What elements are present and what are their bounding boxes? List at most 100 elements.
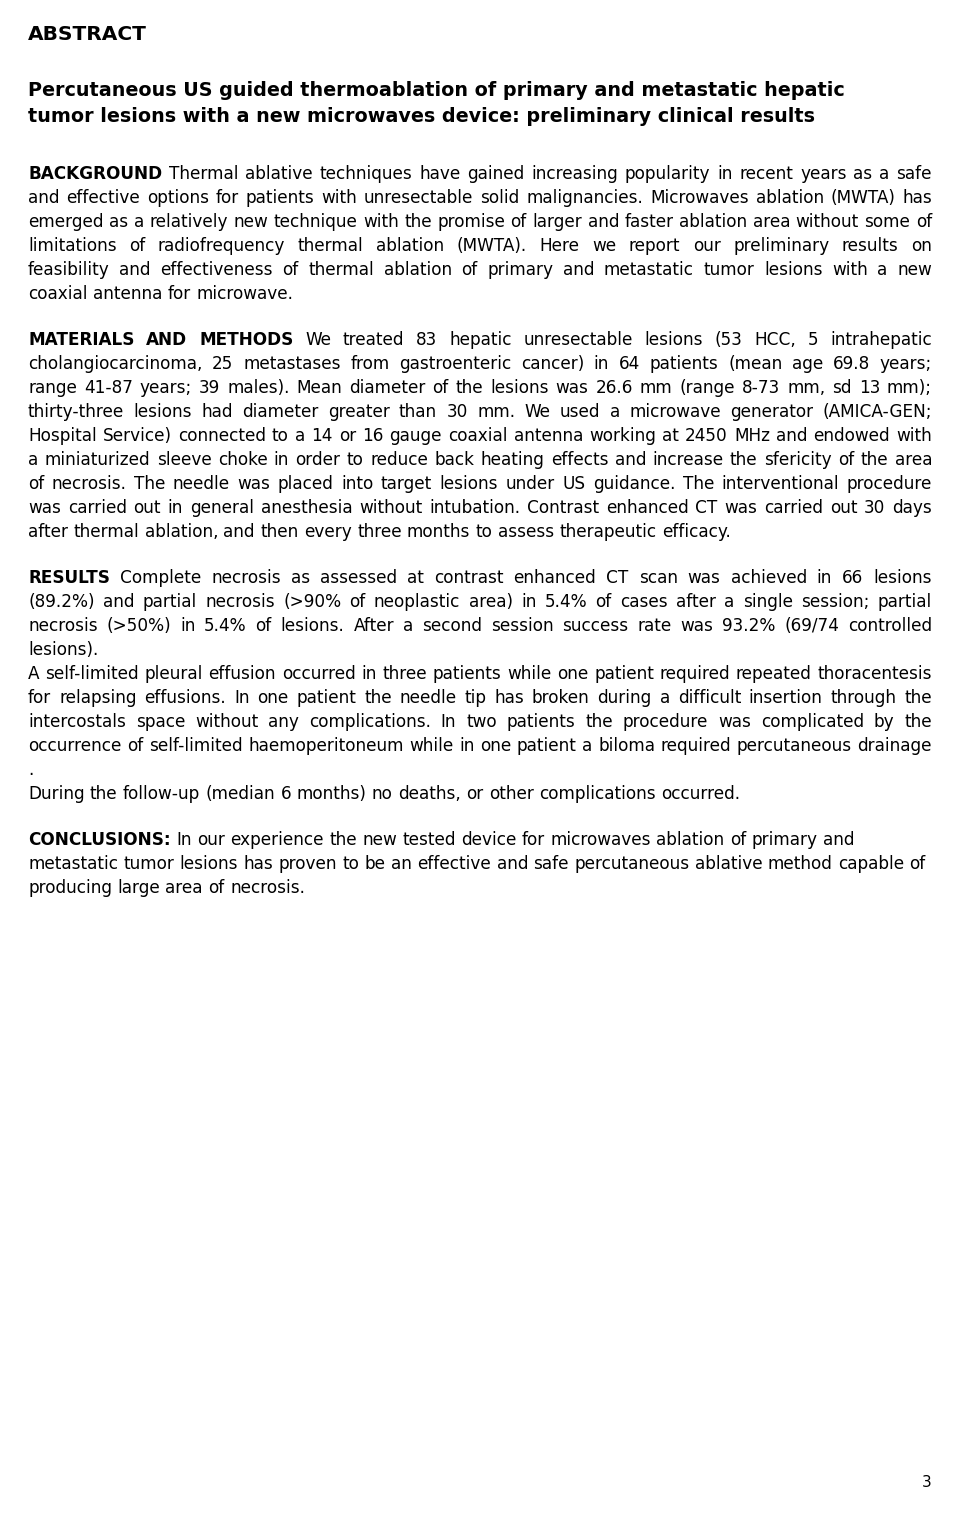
Text: new: new — [233, 214, 268, 230]
Text: gained: gained — [468, 165, 524, 183]
Text: order: order — [296, 451, 341, 470]
Text: in: in — [361, 665, 376, 683]
Text: tip: tip — [465, 689, 487, 708]
Text: difficult: difficult — [678, 689, 741, 708]
Text: of: of — [730, 832, 746, 848]
Text: carried: carried — [764, 498, 823, 517]
Text: METHODS: METHODS — [199, 330, 293, 348]
Text: HCC,: HCC, — [755, 330, 796, 348]
Text: capable: capable — [838, 854, 904, 873]
Text: of: of — [349, 592, 366, 611]
Text: the: the — [730, 451, 757, 470]
Text: in: in — [594, 355, 610, 373]
Text: as: as — [109, 214, 128, 230]
Text: was: was — [556, 379, 588, 397]
Text: a: a — [724, 592, 734, 611]
Text: Mean: Mean — [297, 379, 343, 397]
Text: partial: partial — [143, 592, 197, 611]
Text: microwave.: microwave. — [196, 285, 293, 303]
Text: carried: carried — [67, 498, 127, 517]
Text: with: with — [322, 189, 357, 208]
Text: has: has — [902, 189, 932, 208]
Text: lesions: lesions — [644, 330, 703, 348]
Text: area: area — [165, 879, 203, 897]
Text: and: and — [224, 523, 254, 541]
Text: patient: patient — [594, 665, 654, 683]
Text: to: to — [343, 854, 359, 873]
Text: had: had — [202, 403, 233, 421]
Text: A: A — [28, 665, 39, 683]
Text: CT: CT — [607, 570, 629, 586]
Text: and: and — [496, 854, 528, 873]
Text: device: device — [461, 832, 516, 848]
Text: area: area — [753, 214, 790, 230]
Text: popularity: popularity — [625, 165, 710, 183]
Text: RESULTS: RESULTS — [28, 570, 109, 586]
Text: lesions: lesions — [491, 379, 549, 397]
Text: lesions: lesions — [180, 854, 238, 873]
Text: biloma: biloma — [598, 736, 655, 754]
Text: insertion: insertion — [749, 689, 823, 708]
Text: proven: proven — [278, 854, 337, 873]
Text: repeated: repeated — [736, 665, 812, 683]
Text: the: the — [904, 689, 932, 708]
Text: percutaneous: percutaneous — [574, 854, 689, 873]
Text: and: and — [776, 427, 807, 445]
Text: three: three — [357, 523, 401, 541]
Text: single: single — [743, 592, 793, 611]
Text: with: with — [832, 261, 868, 279]
Text: of: of — [595, 592, 612, 611]
Text: intubation.: intubation. — [429, 498, 520, 517]
Text: interventional: interventional — [722, 476, 839, 492]
Text: results: results — [842, 236, 899, 255]
Text: relatively: relatively — [150, 214, 228, 230]
Text: in: in — [521, 592, 537, 611]
Text: for: for — [521, 832, 545, 848]
Text: patients: patients — [650, 355, 718, 373]
Text: of: of — [462, 261, 478, 279]
Text: the: the — [586, 714, 612, 732]
Text: experience: experience — [230, 832, 324, 848]
Text: complicated: complicated — [761, 714, 864, 732]
Text: limitations: limitations — [28, 236, 116, 255]
Text: necrosis: necrosis — [211, 570, 281, 586]
Text: working: working — [589, 427, 656, 445]
Text: has: has — [494, 689, 524, 708]
Text: primary: primary — [752, 832, 817, 848]
Text: promise: promise — [437, 214, 505, 230]
Text: primary: primary — [488, 261, 553, 279]
Text: to: to — [347, 451, 364, 470]
Text: 30: 30 — [446, 403, 468, 421]
Text: complications.: complications. — [309, 714, 431, 732]
Text: feasibility: feasibility — [28, 261, 109, 279]
Text: one: one — [480, 736, 511, 754]
Text: necrosis: necrosis — [28, 617, 98, 635]
Text: was: was — [681, 617, 713, 635]
Text: during: during — [597, 689, 652, 708]
Text: The: The — [134, 476, 165, 492]
Text: effusions.: effusions. — [144, 689, 227, 708]
Text: 41-87: 41-87 — [84, 379, 132, 397]
Text: In: In — [441, 714, 456, 732]
Text: solid: solid — [480, 189, 519, 208]
Text: rate: rate — [637, 617, 671, 635]
Text: metastases: metastases — [243, 355, 341, 373]
Text: an: an — [391, 854, 412, 873]
Text: mm,: mm, — [787, 379, 826, 397]
Text: ablative: ablative — [695, 854, 762, 873]
Text: occurrence: occurrence — [28, 736, 121, 754]
Text: lesions: lesions — [440, 476, 498, 492]
Text: 5.4%: 5.4% — [544, 592, 588, 611]
Text: tumor: tumor — [124, 854, 175, 873]
Text: space: space — [135, 714, 185, 732]
Text: AND: AND — [146, 330, 187, 348]
Text: in: in — [274, 451, 289, 470]
Text: patients: patients — [433, 665, 501, 683]
Text: partial: partial — [877, 592, 932, 611]
Text: any: any — [268, 714, 299, 732]
Text: ablation,: ablation, — [145, 523, 218, 541]
Text: microwave: microwave — [629, 403, 721, 421]
Text: patient: patient — [297, 689, 356, 708]
Text: of: of — [255, 617, 272, 635]
Text: effective: effective — [418, 854, 492, 873]
